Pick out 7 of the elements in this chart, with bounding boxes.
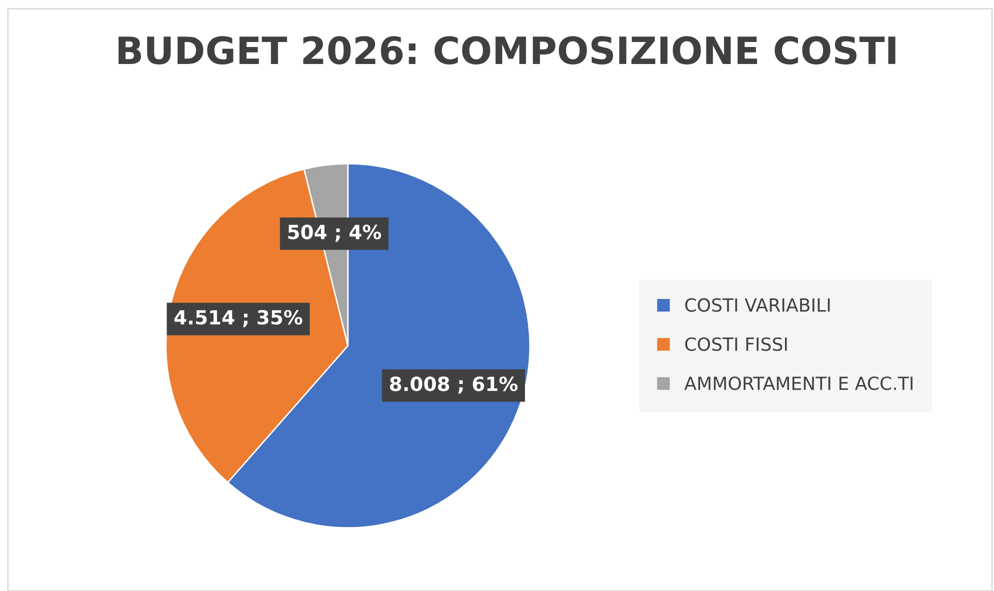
data-label: 4.514 ; 35% [174, 310, 302, 328]
legend-label: COSTI FISSI [685, 337, 787, 351]
data-label: 8.008 ; 61% [390, 376, 518, 394]
data-label: 504 ; 4% [288, 224, 382, 242]
legend-label: AMMORTAMENTI E ACC.TI [684, 376, 912, 390]
legend-label: COSTI VARIABILI [685, 298, 830, 312]
chart-title: BUDGET 2026: COMPOSIZIONE COSTI [118, 36, 896, 64]
